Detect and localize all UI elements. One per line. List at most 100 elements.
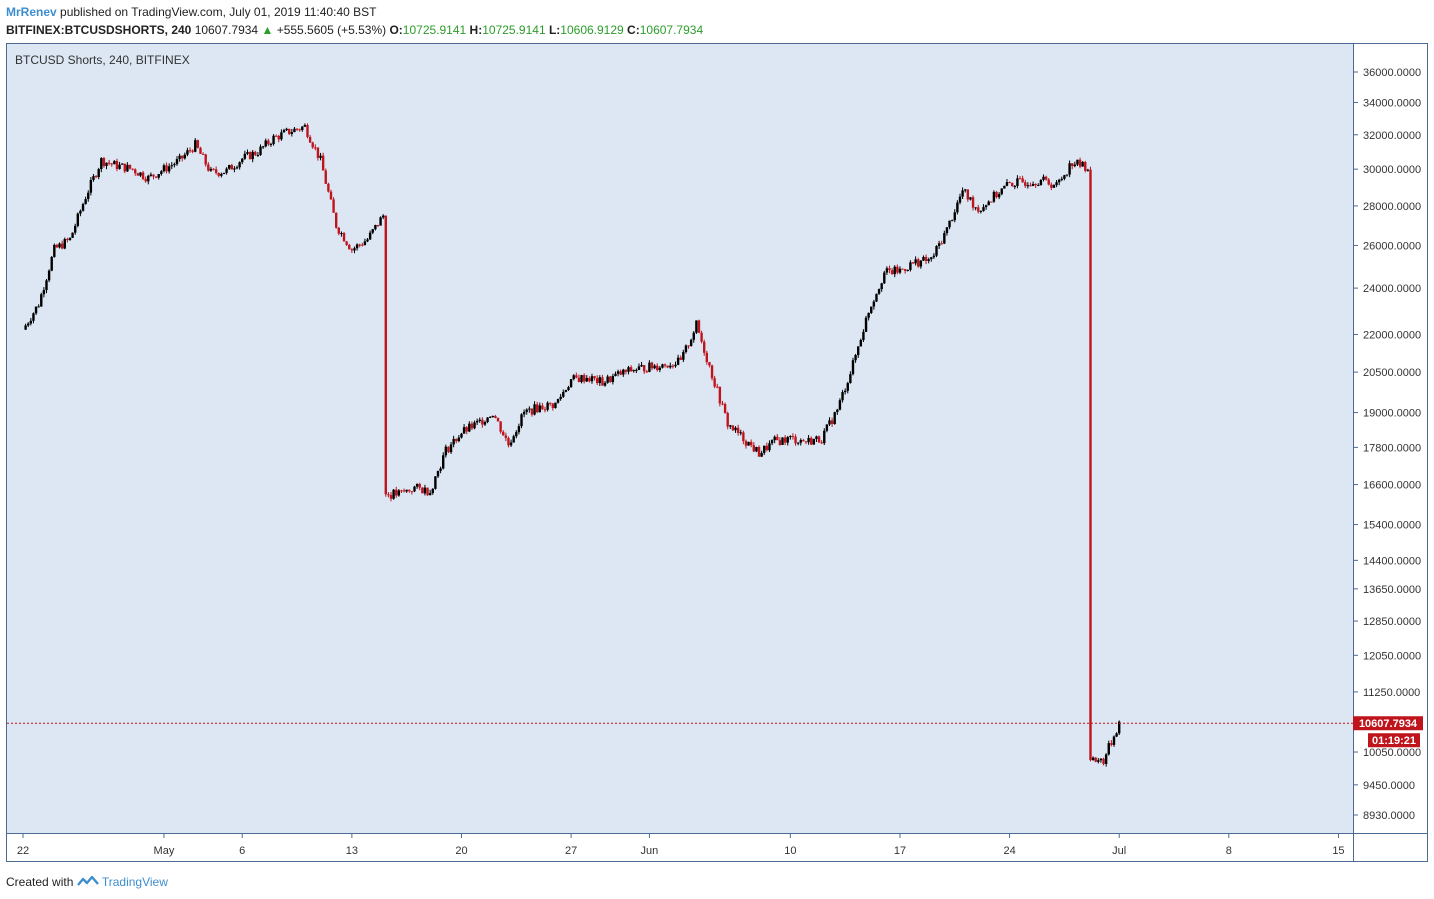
chart-container[interactable]: BTCUSD Shorts, 240, BITFINEX 36000.0000 3… [6,43,1428,862]
candle-body [1018,178,1022,180]
candle-body [509,442,513,446]
chart-title: BTCUSD Shorts, 240, BITFINEX [15,53,190,67]
candle-body [50,256,53,271]
candle-body [851,360,855,375]
candle-body [658,367,662,371]
candle-body [381,215,385,218]
candle-body [1037,185,1040,187]
candle-body [298,129,301,131]
candle-body [710,365,714,379]
candle-body [408,489,411,492]
candle-body [181,155,184,159]
candle-body [982,207,985,212]
candle-body [896,266,899,273]
candle-body [379,217,382,226]
candle-body [692,332,695,340]
candle-body [1076,159,1079,165]
candle-body [650,362,654,369]
candle-body [58,243,61,248]
time-tick-label: 13 [346,845,358,857]
candle-body [431,488,434,494]
candle-body [582,375,586,382]
candle-body [274,135,278,137]
candle-body [770,440,774,444]
tradingview-brand[interactable]: TradingView [101,875,168,889]
author-link[interactable]: MrRenev [6,5,57,19]
candle-body [747,441,750,446]
candle-body [311,142,314,148]
candle-body [781,437,784,445]
price-axis[interactable]: 36000.0000 34000.0000 32000.0000 30000.0000… [1353,67,1421,822]
candle-body [776,436,779,441]
candle-body [645,371,648,373]
candle-body [1078,159,1082,167]
low-label: L: [548,23,561,37]
price-tick-label: 22000.0000 [1363,329,1421,341]
candle-body [755,447,758,452]
candle-body [977,207,980,212]
candle-body [196,140,200,148]
candle-body [765,445,769,451]
time-tick-label: 24 [1003,845,1015,857]
candle-body [507,438,510,446]
change-value: +555.5605 (+5.53%) [276,23,387,37]
candle-body [371,229,374,233]
candle-body [1008,182,1011,184]
candle-body [337,227,341,234]
candle-body [883,272,886,284]
candle-body [40,294,43,307]
candle-body [120,163,124,165]
price-tick-label: 24000.0000 [1363,283,1421,295]
candle-body [167,166,171,172]
candle-body [1089,169,1092,761]
candle-body [778,440,782,445]
candle-body [402,490,406,492]
candle-body [512,436,515,443]
candle-body [1029,185,1032,187]
candle-body [290,132,294,134]
candle-body [961,190,964,197]
candle-body [217,172,220,176]
candle-body [857,346,860,356]
candle-body [995,191,998,198]
candle-body [1102,758,1105,764]
candle-body [118,164,121,169]
candle-body [400,490,403,492]
candle-body [1115,733,1118,737]
time-tick-label: May [154,845,175,857]
candle-body [953,212,956,221]
candle-body [731,425,735,431]
candle-body [335,212,338,228]
candle-body [288,128,291,134]
candle-body [212,168,215,170]
candle-body [233,168,236,170]
price-chart[interactable]: BTCUSD Shorts, 240, BITFINEX 36000.00003… [6,43,1428,862]
last-price: 10607.7934 [194,23,259,37]
candle-body [601,377,604,386]
price-tick-label: 19000.0000 [1363,408,1421,420]
candle-body [421,487,424,494]
candle-body [452,438,455,445]
candle-body [457,437,461,442]
symbol-name: BITFINEX:BTCUSDSHORTS, 240 [6,23,192,37]
candle-body [538,405,541,413]
candle-body [854,355,857,361]
candle-body [481,419,484,425]
candle-body [144,178,147,182]
candle-body [716,386,719,388]
candle-body [306,124,309,137]
price-tick-label: 10050.0000 [1363,747,1421,759]
candle-body [543,409,547,411]
candle-body [872,301,876,307]
candle-body [350,249,354,251]
time-tick-label: Jun [641,845,659,857]
candle-body [635,369,638,371]
candle-body [455,438,458,442]
candle-body [314,147,317,149]
candle-body [862,331,865,341]
time-axis[interactable]: 22 May 6 13 20 27 Jun 10 17 24 Jul 8 15 [17,833,1345,857]
candle-body [629,367,633,372]
candle-body [436,470,440,477]
candle-body [81,204,85,211]
price-tick-label: 17800.0000 [1363,442,1421,454]
